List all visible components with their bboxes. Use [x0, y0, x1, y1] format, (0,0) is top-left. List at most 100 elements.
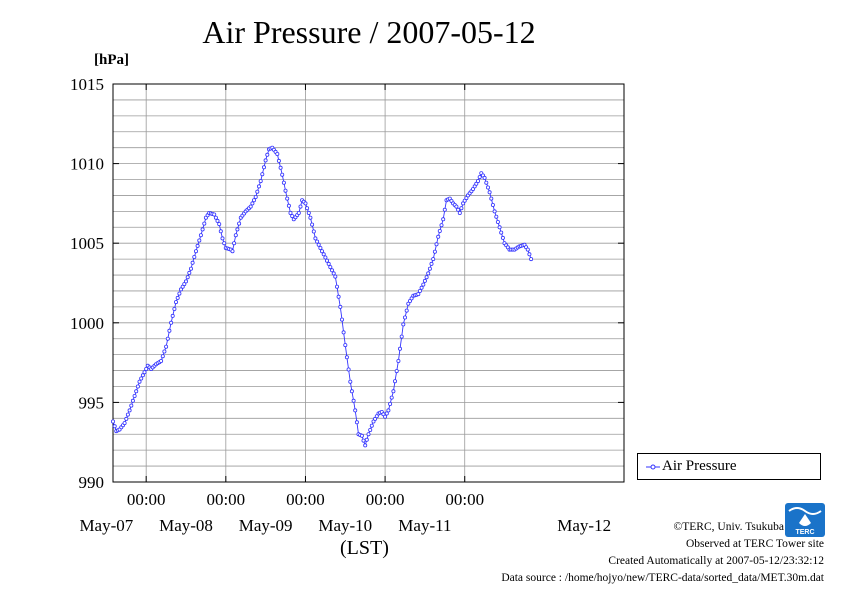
data-point	[140, 373, 145, 378]
data-point	[348, 379, 353, 384]
data-point	[529, 257, 534, 262]
data-point	[334, 284, 339, 289]
data-point	[364, 437, 369, 442]
data-point	[137, 379, 142, 384]
data-point	[439, 223, 444, 228]
data-point	[265, 152, 270, 157]
data-point	[275, 151, 280, 156]
data-point	[470, 187, 475, 192]
data-point	[432, 249, 437, 254]
data-point	[251, 198, 256, 203]
data-point	[361, 438, 366, 443]
logo-text: TERC	[795, 529, 814, 536]
series-air-pressure	[111, 145, 534, 448]
data-point	[125, 412, 130, 417]
data-point	[144, 366, 149, 371]
data-point	[213, 215, 218, 220]
data-point	[474, 181, 479, 186]
data-point	[391, 389, 396, 394]
data-point	[255, 189, 260, 194]
data-point	[230, 249, 235, 254]
data-point	[139, 376, 144, 381]
data-point	[124, 416, 129, 421]
data-point	[281, 180, 286, 185]
data-point	[369, 423, 374, 428]
data-point	[333, 274, 338, 279]
data-point	[373, 416, 378, 421]
data-point	[197, 238, 202, 243]
legend: Air Pressure	[637, 453, 821, 480]
data-point	[323, 255, 328, 260]
observed-text: Observed at TERC Tower site	[685, 538, 824, 550]
plot-frame	[112, 83, 625, 483]
data-point	[409, 296, 414, 301]
data-point	[495, 219, 500, 224]
data-point	[253, 194, 258, 199]
data-point	[389, 395, 394, 400]
data-point	[419, 285, 424, 290]
data-point	[397, 346, 402, 351]
data-point	[477, 175, 482, 180]
data-point	[112, 424, 117, 429]
data-point	[525, 247, 530, 252]
data-point	[326, 261, 331, 266]
chart-title: Air Pressure / 2007-05-12	[202, 14, 536, 50]
data-point	[175, 295, 180, 300]
data-point	[422, 278, 427, 283]
data-point	[283, 188, 288, 193]
data-point	[404, 308, 409, 313]
y-tick-label: 995	[79, 393, 105, 412]
data-point	[200, 227, 205, 232]
data-point	[172, 306, 177, 311]
y-tick-label: 1000	[70, 314, 104, 333]
data-point	[429, 261, 434, 266]
y-tick-label: 1005	[70, 234, 104, 253]
data-point	[336, 294, 341, 299]
data-point	[220, 236, 225, 241]
data-point	[353, 408, 358, 413]
data-point	[441, 217, 446, 222]
data-point	[250, 201, 255, 206]
data-point	[368, 427, 373, 432]
data-point	[341, 330, 346, 335]
data-point	[256, 184, 261, 189]
y-tick-label: 990	[79, 473, 105, 492]
terc-logo-icon: TERC	[785, 503, 825, 537]
axis-ticks	[113, 83, 624, 483]
data-point	[122, 421, 127, 426]
data-point	[170, 313, 175, 318]
data-point	[303, 201, 308, 206]
data-point	[490, 202, 495, 207]
x-date-label: May-07	[79, 516, 133, 535]
data-point	[173, 300, 178, 305]
data-point	[392, 379, 397, 384]
data-point	[527, 252, 532, 257]
y-tick-label: 1010	[70, 155, 104, 174]
data-point	[492, 209, 497, 214]
legend-label: Air Pressure	[662, 458, 737, 474]
data-point	[178, 287, 183, 292]
data-point	[396, 358, 401, 363]
data-point	[328, 265, 333, 270]
data-point	[346, 367, 351, 372]
data-point	[305, 206, 310, 211]
data-point	[457, 210, 462, 215]
x-tick-time-label: 00:00	[206, 490, 245, 509]
data-point	[497, 225, 502, 230]
x-tick-time-label: 00:00	[127, 490, 166, 509]
data-point	[162, 349, 167, 354]
x-tick-time-label: 00:00	[366, 490, 405, 509]
data-point	[190, 260, 195, 265]
data-point	[384, 411, 389, 416]
data-point	[111, 419, 116, 424]
data-point	[129, 403, 134, 408]
data-point	[383, 414, 388, 419]
data-point	[185, 275, 190, 280]
data-point	[212, 212, 217, 217]
data-point	[285, 196, 290, 201]
data-point	[482, 175, 487, 180]
data-point	[306, 210, 311, 215]
data-point	[276, 158, 281, 163]
data-point	[499, 230, 504, 235]
data-point	[363, 443, 368, 448]
